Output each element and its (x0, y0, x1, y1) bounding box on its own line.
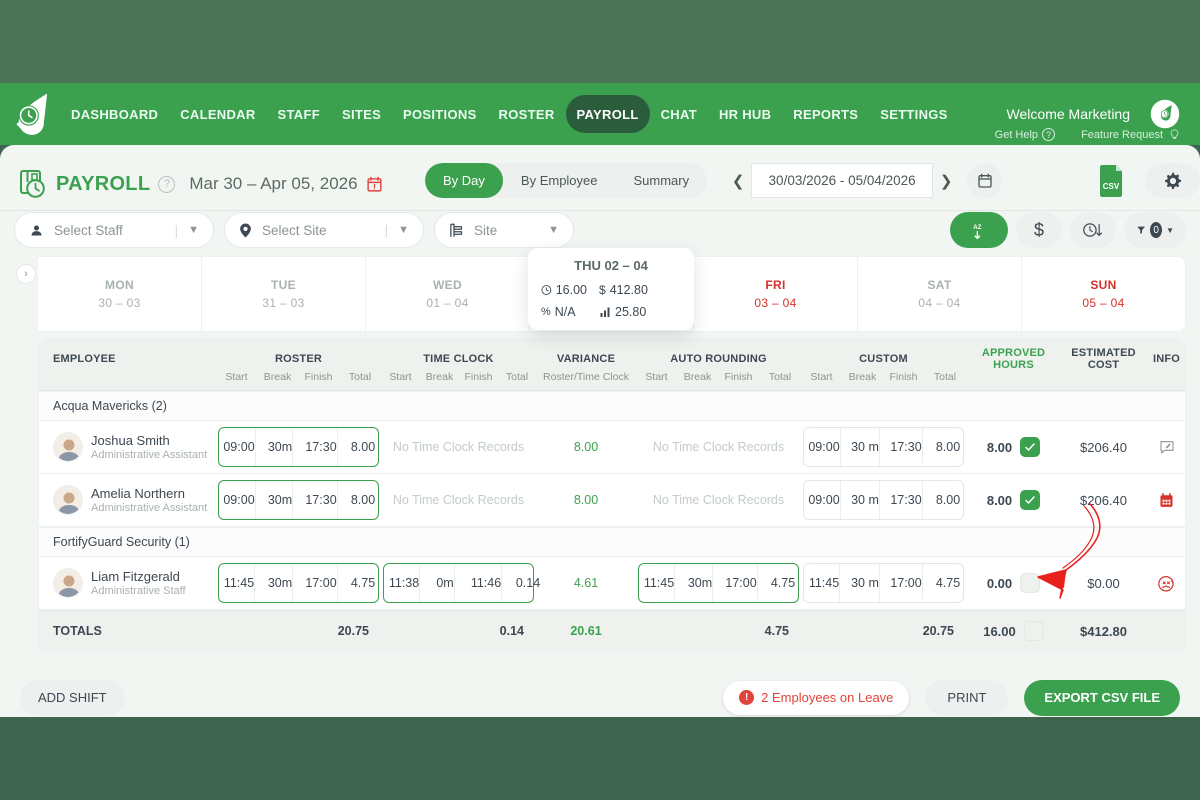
svg-text:AZ: AZ (973, 224, 982, 231)
svg-text:CSV: CSV (1103, 182, 1120, 191)
